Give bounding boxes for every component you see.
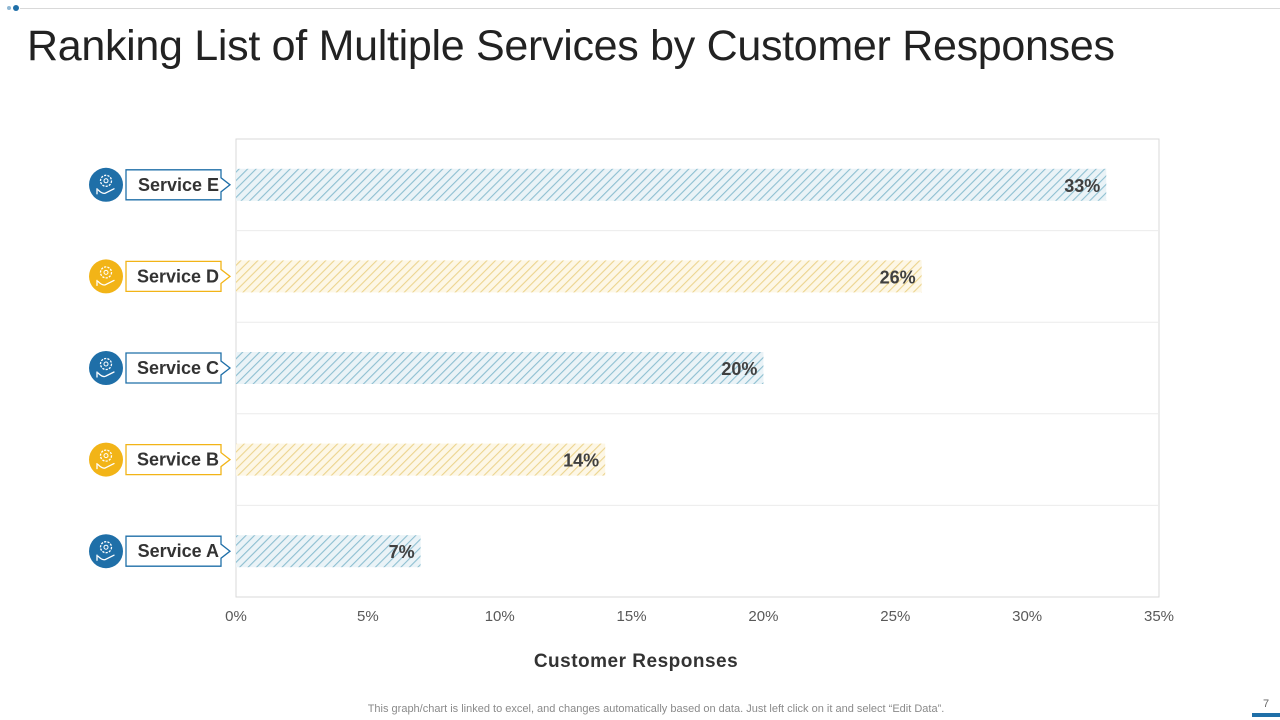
top-accent-dot [7, 6, 11, 10]
value-label: 33% [1064, 176, 1100, 196]
category-label: Service B [137, 450, 219, 470]
page-number-bar [1252, 713, 1280, 717]
bar[interactable] [236, 352, 764, 384]
bar[interactable] [236, 260, 922, 293]
x-tick-label: 20% [748, 608, 778, 625]
value-label: 20% [721, 359, 757, 379]
x-tick-label: 15% [617, 608, 647, 625]
x-tick-label: 25% [880, 608, 910, 625]
top-accent-dot [13, 5, 19, 11]
x-tick-label: 5% [357, 608, 379, 625]
page-number: 7 [1262, 698, 1270, 710]
category-label: Service D [137, 266, 219, 286]
category-label-box [125, 535, 232, 567]
gear-hand-icon [89, 167, 123, 202]
x-tick-label: 35% [1144, 608, 1174, 625]
x-tick-label: 10% [485, 608, 515, 625]
bar[interactable] [236, 535, 421, 568]
slide-title: Ranking List of Multiple Services by Cus… [27, 22, 1115, 70]
top-divider [20, 8, 1280, 9]
bar[interactable] [236, 443, 606, 476]
x-tick-label: 0% [225, 608, 247, 625]
gear-hand-icon [89, 259, 123, 294]
value-label: 14% [563, 451, 599, 471]
value-label: 7% [389, 542, 415, 562]
category-label: Service A [138, 541, 219, 561]
bar[interactable] [236, 168, 1107, 201]
category-label-box [125, 169, 232, 201]
footnote: This graph/chart is linked to excel, and… [367, 703, 945, 715]
category-label-box [125, 443, 232, 476]
gear-hand-icon [89, 534, 123, 569]
x-tick-label: 30% [1012, 608, 1042, 625]
category-label-box [125, 352, 232, 384]
x-axis-label: Customer Responses [533, 651, 739, 672]
category-label: Service C [137, 358, 219, 378]
gear-hand-icon [89, 351, 123, 385]
value-label: 26% [880, 267, 916, 287]
gear-hand-icon [89, 442, 123, 477]
category-label-box [125, 260, 232, 293]
category-label: Service E [138, 175, 219, 195]
